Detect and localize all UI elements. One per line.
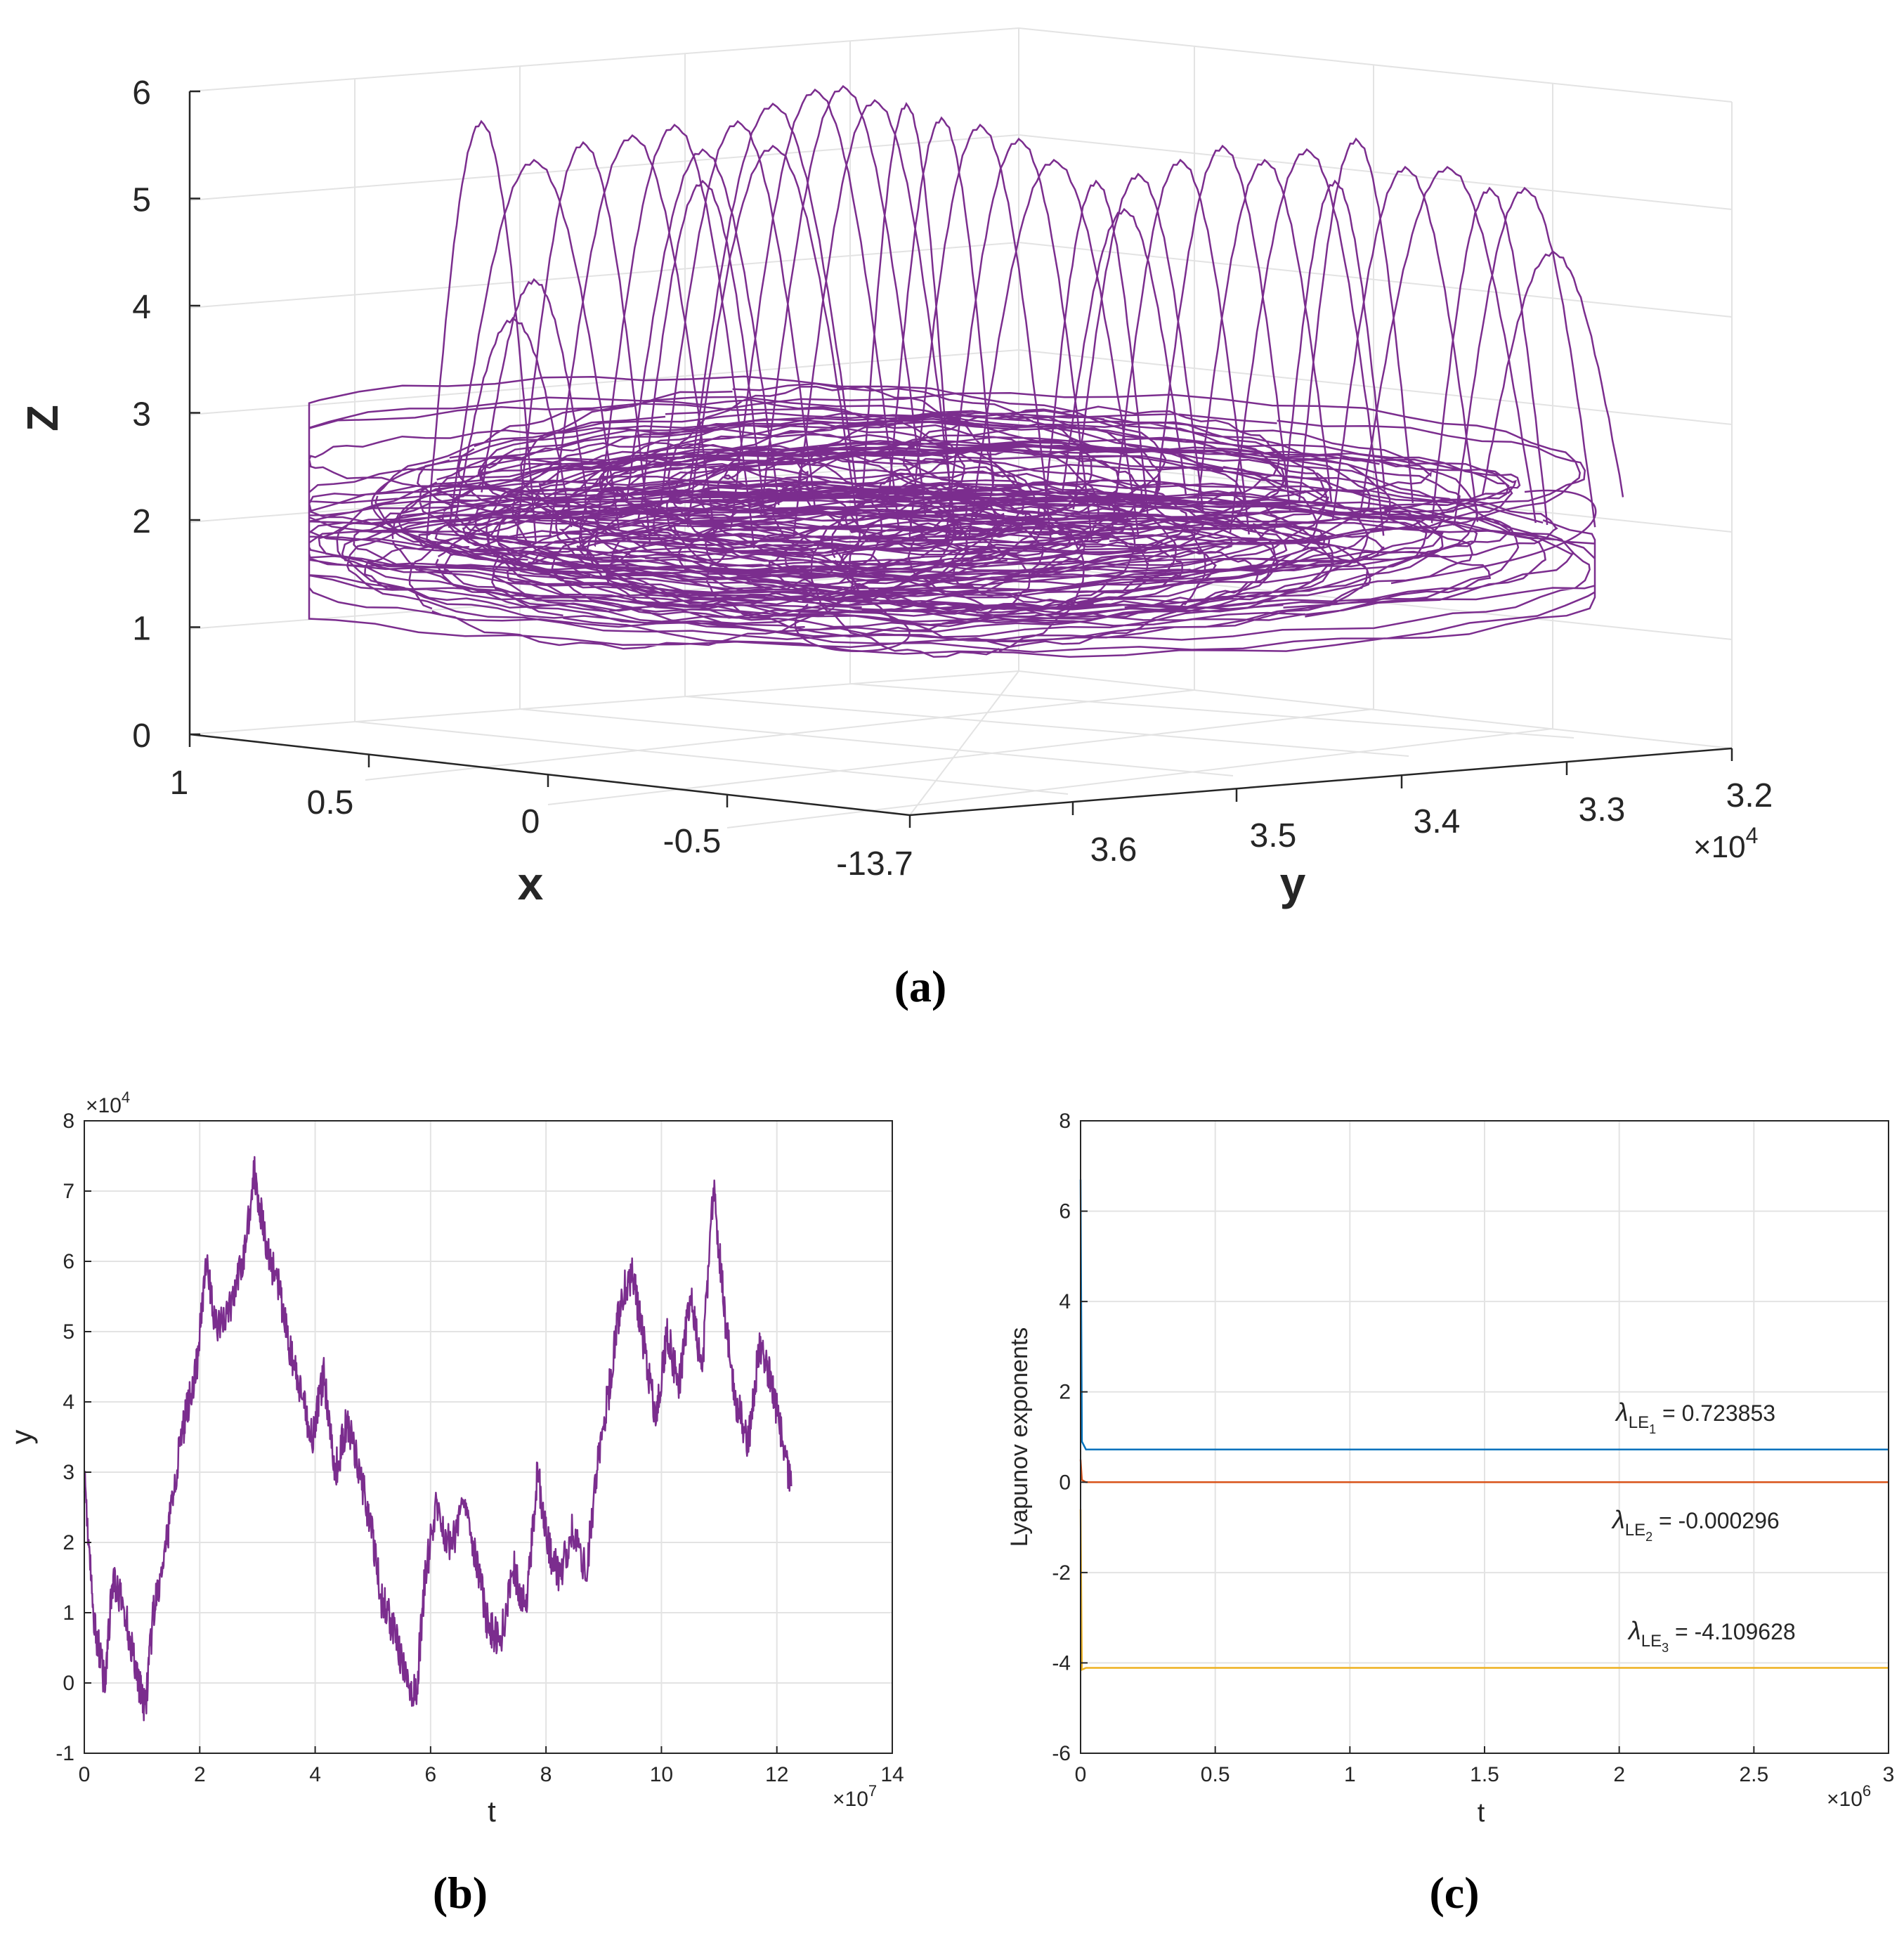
panel-b-y-tick-label: 2 bbox=[63, 1531, 74, 1554]
panel-b-x-tick-label: 10 bbox=[650, 1763, 673, 1786]
panel-a-x-label: x bbox=[518, 857, 544, 909]
z-tick-label: 4 bbox=[132, 289, 151, 326]
panel-c-y-tick-label: -4 bbox=[1052, 1651, 1071, 1675]
panel-c-x-tick-label: 2.5 bbox=[1739, 1763, 1768, 1786]
panel-c-y-tick-label: 8 bbox=[1059, 1110, 1071, 1133]
panel-b-x-tick-label: 2 bbox=[194, 1763, 206, 1786]
x-tick-label: -0.5 bbox=[663, 823, 722, 860]
panel-b-y-tick-label: -1 bbox=[56, 1742, 74, 1765]
z-tick-label: 0 bbox=[132, 717, 151, 755]
panel-b-y-tick-label: 3 bbox=[63, 1461, 74, 1484]
panel-b-x-label: t bbox=[488, 1795, 496, 1828]
x-tick-label: -13.7 bbox=[836, 845, 913, 883]
panel-c-x-label: t bbox=[1478, 1798, 1485, 1828]
y-tick-label: 3.5 bbox=[1250, 817, 1297, 854]
z-tick-label: 3 bbox=[132, 396, 151, 434]
attractor-arches bbox=[371, 84, 1624, 652]
annotation-le2: λLE2 = -0.000296 bbox=[1611, 1505, 1780, 1544]
panel-b-caption: (b) bbox=[433, 1868, 488, 1918]
panel-c-y-tick-label: 0 bbox=[1059, 1471, 1071, 1494]
x-tick-label: 0.5 bbox=[307, 784, 354, 821]
panel-b-axes-box bbox=[84, 1120, 893, 1754]
panel-a-back-wall-grid bbox=[189, 27, 1733, 828]
panel-b-x-tick-label: 12 bbox=[765, 1763, 788, 1786]
panel-c-y-label: Lyapunov exponents bbox=[1006, 1327, 1033, 1547]
panel-b-y-tick-label: 0 bbox=[63, 1672, 74, 1695]
panel-b-y-tick-label: 7 bbox=[63, 1180, 74, 1203]
panel-c-x-tick-label: 2 bbox=[1613, 1763, 1625, 1786]
x-tick-label: 1 bbox=[170, 765, 189, 802]
panel-b-y-tick-label: 1 bbox=[63, 1601, 74, 1625]
panel-b-y-label: y bbox=[5, 1430, 38, 1445]
panel-b-x-tick-label: 0 bbox=[79, 1763, 91, 1786]
panel-c-x-tick-label: 0.5 bbox=[1201, 1763, 1230, 1786]
panel-c-y-tick-label: -2 bbox=[1052, 1561, 1071, 1585]
y-tick-label: 3.4 bbox=[1414, 803, 1461, 840]
panel-c-y-tick-label: 4 bbox=[1059, 1290, 1071, 1313]
z-tick-label: 6 bbox=[132, 74, 151, 112]
panel-b-y-tick-label: 6 bbox=[63, 1250, 74, 1273]
panel-c-x-tick-label: 1.5 bbox=[1470, 1763, 1499, 1786]
z-tick-label: 5 bbox=[132, 182, 151, 219]
panel-b-y-tick-label: 4 bbox=[63, 1391, 74, 1414]
panel-c-x-tick-label: 3 bbox=[1883, 1763, 1895, 1786]
panel-c-ticks: 0 0.5 1 1.5 2 2.5 3 -6 -4 -2 0 2 4 6 8 bbox=[1052, 1110, 1894, 1786]
z-tick-label: 2 bbox=[132, 503, 151, 540]
annotation-le3: λLE3 = -4.109628 bbox=[1627, 1616, 1796, 1655]
attractor-trajectory bbox=[308, 84, 1624, 658]
attractor-dense-band bbox=[308, 375, 1596, 658]
panel-c-x-tick-label: 0 bbox=[1075, 1763, 1087, 1786]
panel-b-x-tick-label: 8 bbox=[540, 1763, 552, 1786]
panel-c-x-tick-label: 1 bbox=[1344, 1763, 1356, 1786]
panel-b-series-y bbox=[83, 1156, 793, 1722]
panel-b-x-multiplier: ×107 bbox=[833, 1782, 877, 1811]
z-tick-label: 1 bbox=[132, 611, 151, 648]
panel-a-z-label: Z bbox=[19, 405, 67, 431]
panel-a-y-label: y bbox=[1280, 857, 1306, 909]
panel-c-y-tick-label: 2 bbox=[1059, 1381, 1071, 1404]
panel-b-y-multiplier: ×104 bbox=[86, 1088, 130, 1117]
x-tick-label: 0 bbox=[521, 803, 540, 840]
panel-a-caption: (a) bbox=[894, 961, 947, 1011]
panel-c-caption: (c) bbox=[1429, 1868, 1479, 1918]
panel-b-x-tick-label: 4 bbox=[309, 1763, 321, 1786]
panel-b-x-tick-label: 14 bbox=[880, 1763, 904, 1786]
y-tick-label: 3.6 bbox=[1090, 831, 1137, 869]
panel-c-y-tick-label: 6 bbox=[1059, 1200, 1071, 1223]
panel-c-y-tick-label: -6 bbox=[1052, 1742, 1071, 1765]
panel-b-y-tick-label: 5 bbox=[63, 1320, 74, 1344]
panel-a-y-multiplier: ×104 bbox=[1693, 823, 1758, 864]
annotation-le1: λLE1 = 0.723853 bbox=[1615, 1398, 1775, 1436]
panel-c-lyapunov: 0 0.5 1 1.5 2 2.5 3 -6 -4 -2 0 2 4 6 8 ×106 t Lyapunov… bbox=[1006, 1110, 1894, 1918]
panel-b-x-tick-label: 6 bbox=[425, 1763, 437, 1786]
y-tick-label: 3.2 bbox=[1726, 777, 1773, 814]
panel-c-x-multiplier: ×106 bbox=[1827, 1782, 1871, 1811]
y-tick-label: 3.3 bbox=[1579, 791, 1626, 828]
panel-b-y-tick-label: 8 bbox=[63, 1110, 74, 1133]
